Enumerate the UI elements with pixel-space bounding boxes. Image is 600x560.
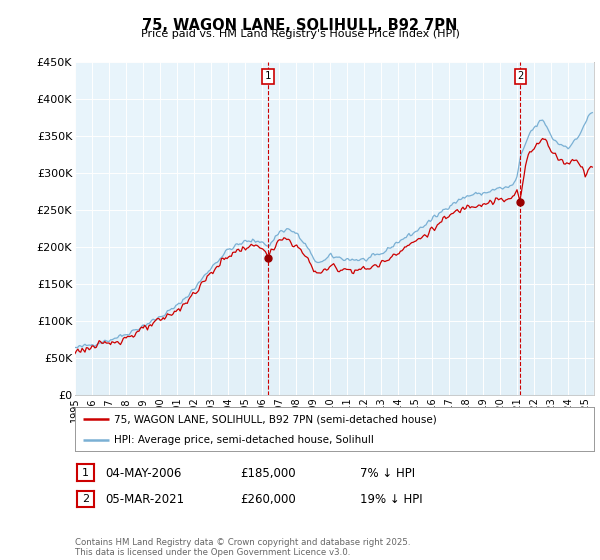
Text: 1: 1	[265, 72, 271, 81]
Text: Price paid vs. HM Land Registry's House Price Index (HPI): Price paid vs. HM Land Registry's House …	[140, 29, 460, 39]
Text: 75, WAGON LANE, SOLIHULL, B92 7PN: 75, WAGON LANE, SOLIHULL, B92 7PN	[142, 18, 458, 33]
Text: 75, WAGON LANE, SOLIHULL, B92 7PN (semi-detached house): 75, WAGON LANE, SOLIHULL, B92 7PN (semi-…	[114, 414, 437, 424]
Text: £260,000: £260,000	[240, 493, 296, 506]
Text: 1: 1	[82, 468, 89, 478]
Text: 04-MAY-2006: 04-MAY-2006	[105, 466, 181, 480]
Text: 19% ↓ HPI: 19% ↓ HPI	[360, 493, 422, 506]
Text: £185,000: £185,000	[240, 466, 296, 480]
Text: 2: 2	[82, 494, 89, 504]
Text: Contains HM Land Registry data © Crown copyright and database right 2025.
This d: Contains HM Land Registry data © Crown c…	[75, 538, 410, 557]
Text: 2: 2	[517, 72, 523, 81]
Text: 05-MAR-2021: 05-MAR-2021	[105, 493, 184, 506]
Text: HPI: Average price, semi-detached house, Solihull: HPI: Average price, semi-detached house,…	[114, 435, 374, 445]
Text: 7% ↓ HPI: 7% ↓ HPI	[360, 466, 415, 480]
